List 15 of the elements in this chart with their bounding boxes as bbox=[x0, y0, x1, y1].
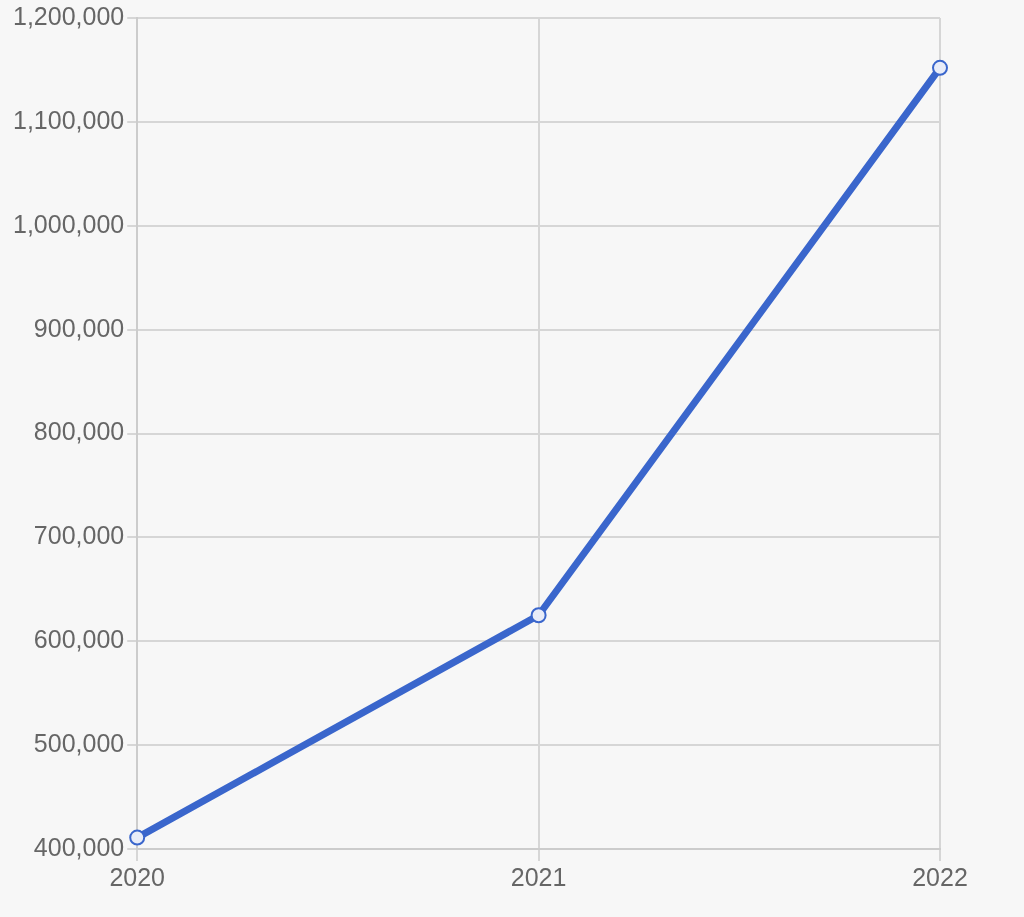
y-tick-label: 900,000 bbox=[33, 313, 125, 342]
y-tick-label: 1,000,000 bbox=[13, 209, 125, 238]
x-tick-label: 2022 bbox=[912, 862, 968, 891]
y-tick-label: 1,200,000 bbox=[13, 1, 125, 30]
y-tick-label: 500,000 bbox=[33, 729, 125, 758]
point bbox=[129, 829, 146, 846]
y-tick-label: 800,000 bbox=[33, 417, 125, 446]
x-tick-label: 2020 bbox=[109, 862, 166, 891]
x-tick-label: 2021 bbox=[510, 862, 567, 891]
point bbox=[932, 59, 948, 76]
y-tick-label: 1,100,000 bbox=[13, 105, 125, 134]
y-tick-label: 600,000 bbox=[33, 625, 125, 654]
y-tick-label: 400,000 bbox=[33, 832, 125, 861]
y-tick-label: 700,000 bbox=[33, 521, 125, 550]
point bbox=[530, 607, 547, 624]
